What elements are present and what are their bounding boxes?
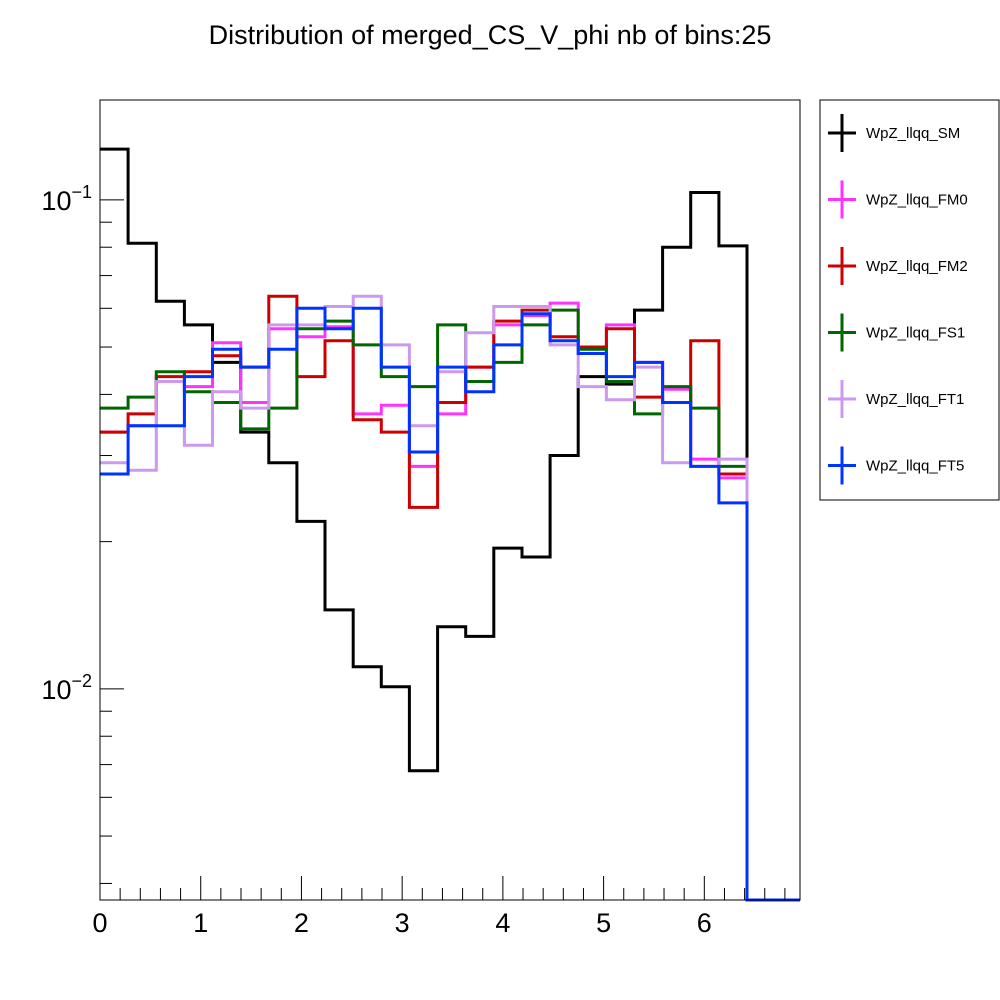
legend-label: WpZ_llqq_FS1 [866,325,965,342]
y-tick-label: 10−1 [41,182,92,216]
legend-label: WpZ_llqq_SM [866,125,960,142]
x-tick-label: 4 [495,908,510,938]
legend-label: WpZ_llqq_FM2 [866,258,968,275]
axis-layer: 0 1 2 3 4 5 6 10−1 10−2 [41,182,786,938]
x-tick-label: 1 [193,908,208,938]
chart-title: Distribution of merged_CS_V_phi nb of bi… [209,20,772,50]
x-tick-label: 6 [697,908,712,938]
x-tick-label: 2 [294,908,309,938]
series-line-5 [100,306,800,902]
legend-box [819,99,1000,501]
plot-frame [99,99,801,901]
x-tick-label: 3 [395,908,410,938]
legend-label: WpZ_llqq_FT5 [866,458,964,475]
x-tick-label: 0 [92,908,107,938]
legend-label: WpZ_llqq_FT1 [866,391,964,408]
series-line-0 [100,147,800,902]
series-layer [100,147,800,902]
y-tick-label: 10−2 [41,671,92,705]
x-tick-label: 5 [596,908,611,938]
legend: WpZ_llqq_SM WpZ_llqq_FM0 WpZ_llqq_FM2 WpZ_l… [819,99,1000,501]
series-line-3 [100,308,800,902]
legend-label: WpZ_llqq_FM0 [866,192,968,209]
